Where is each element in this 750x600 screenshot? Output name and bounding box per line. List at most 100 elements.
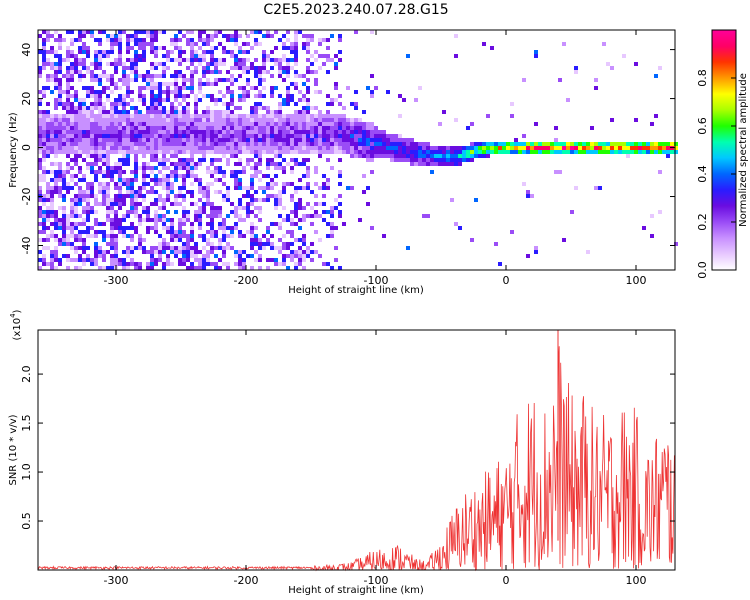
spectrogram-cell	[246, 90, 250, 94]
spectrogram-cell	[506, 142, 510, 146]
spectrogram-cell	[354, 138, 358, 142]
spectrogram-cell	[302, 150, 306, 154]
spectrogram-cell	[102, 202, 106, 206]
spectrogram-cell	[122, 106, 126, 110]
spectrogram-cell	[58, 150, 62, 154]
spectrogram-cell	[134, 226, 138, 230]
spectrogram-cell	[226, 262, 230, 266]
spectrogram-cell	[194, 94, 198, 98]
spectrogram-cell	[142, 46, 146, 50]
spectrogram-cell	[42, 54, 46, 58]
spectrogram-cell	[134, 230, 138, 234]
spectrogram-cell	[118, 162, 122, 166]
spectrogram-cell	[102, 146, 106, 150]
spectrogram-cell	[114, 226, 118, 230]
spectrogram-cell	[314, 114, 318, 118]
spectrogram-cell	[182, 174, 186, 178]
spectrogram-cell	[166, 226, 170, 230]
spectrogram-cell	[294, 158, 298, 162]
spectrogram-cell	[78, 150, 82, 154]
spectrogram-cell	[510, 114, 514, 118]
spectrogram-cell	[674, 146, 678, 150]
spectrogram-cell	[234, 114, 238, 118]
spectrogram-cell	[274, 154, 278, 158]
spectrogram-cell	[178, 50, 182, 54]
spectrogram-cell	[346, 86, 350, 90]
spectrogram-cell	[194, 70, 198, 74]
spectrogram-cell	[314, 142, 318, 146]
spectrogram-cell	[190, 162, 194, 166]
spectrogram-cell	[94, 242, 98, 246]
spectrogram-cell	[98, 130, 102, 134]
spectrogram-cell	[318, 138, 322, 142]
spectrogram-cell	[222, 118, 226, 122]
spectrogram-cell	[334, 150, 338, 154]
spectrogram-cell	[98, 42, 102, 46]
spectrogram-cell	[170, 106, 174, 110]
spectrogram-cell	[334, 98, 338, 102]
spectrogram-cell	[218, 242, 222, 246]
spectrogram-cell	[154, 146, 158, 150]
spectrogram-cell	[154, 114, 158, 118]
spectrogram-cell	[130, 62, 134, 66]
spectrogram-cell	[42, 58, 46, 62]
spectrogram-cell	[142, 246, 146, 250]
spectrogram-cell	[106, 214, 110, 218]
spectrogram-cell	[146, 226, 150, 230]
spectrogram-cell	[158, 134, 162, 138]
spectrogram-cell	[110, 78, 114, 82]
spectrogram-cell	[110, 34, 114, 38]
spectrogram-cell	[234, 146, 238, 150]
spectrogram-cell	[550, 142, 554, 146]
spectrogram-cell	[94, 218, 98, 222]
spectrogram-cell	[446, 154, 450, 158]
spectrogram-cell	[182, 254, 186, 258]
spectrogram-cell	[406, 146, 410, 150]
spectrogram-cell	[126, 190, 130, 194]
spectrogram-cell	[206, 106, 210, 110]
spectrogram-cell	[190, 222, 194, 226]
spectrogram-cell	[402, 138, 406, 142]
spectrogram-cell	[258, 198, 262, 202]
spectrogram-cell	[194, 242, 198, 246]
spectrogram-cell	[298, 198, 302, 202]
spectrogram-cell	[162, 118, 166, 122]
spectrogram-cell	[330, 34, 334, 38]
spectrogram-cell	[182, 78, 186, 82]
spectrogram-cell	[306, 146, 310, 150]
spectrogram-cell	[150, 30, 154, 34]
spectrogram-cell	[126, 210, 130, 214]
spectrogram-cell	[186, 86, 190, 90]
spectrogram-cell	[122, 154, 126, 158]
spectrogram-cell	[206, 94, 210, 98]
spectrogram-cell	[110, 150, 114, 154]
spectrogram-cell	[194, 142, 198, 146]
spectrogram-cell	[222, 170, 226, 174]
spectrogram-cell	[294, 266, 298, 270]
spectrogram-cell	[306, 58, 310, 62]
spectrogram-cell	[242, 186, 246, 190]
spectrogram-cell	[134, 54, 138, 58]
spectrogram-cell	[166, 82, 170, 86]
spectrogram-cell	[130, 182, 134, 186]
spectrogram-cell	[162, 266, 166, 270]
spectrogram-cell	[674, 142, 678, 146]
spectrogram-cell	[226, 126, 230, 130]
spectrogram-cell	[186, 250, 190, 254]
spectrogram-cell	[170, 42, 174, 46]
spectrogram-cell	[274, 62, 278, 66]
spectrogram-cell	[122, 102, 126, 106]
spectrogram-cell	[414, 146, 418, 150]
spectrogram-cell	[306, 138, 310, 142]
spectrogram-cell	[106, 138, 110, 142]
spectrogram-cell	[122, 170, 126, 174]
spectrogram-cell	[386, 154, 390, 158]
spectrogram-cell	[50, 138, 54, 142]
spectrogram-cell	[158, 142, 162, 146]
spectrogram-cell	[362, 154, 366, 158]
spectrogram-cell	[94, 130, 98, 134]
spectrogram-cell	[94, 118, 98, 122]
spectrogram-cell	[210, 146, 214, 150]
spectrogram-cell	[110, 126, 114, 130]
